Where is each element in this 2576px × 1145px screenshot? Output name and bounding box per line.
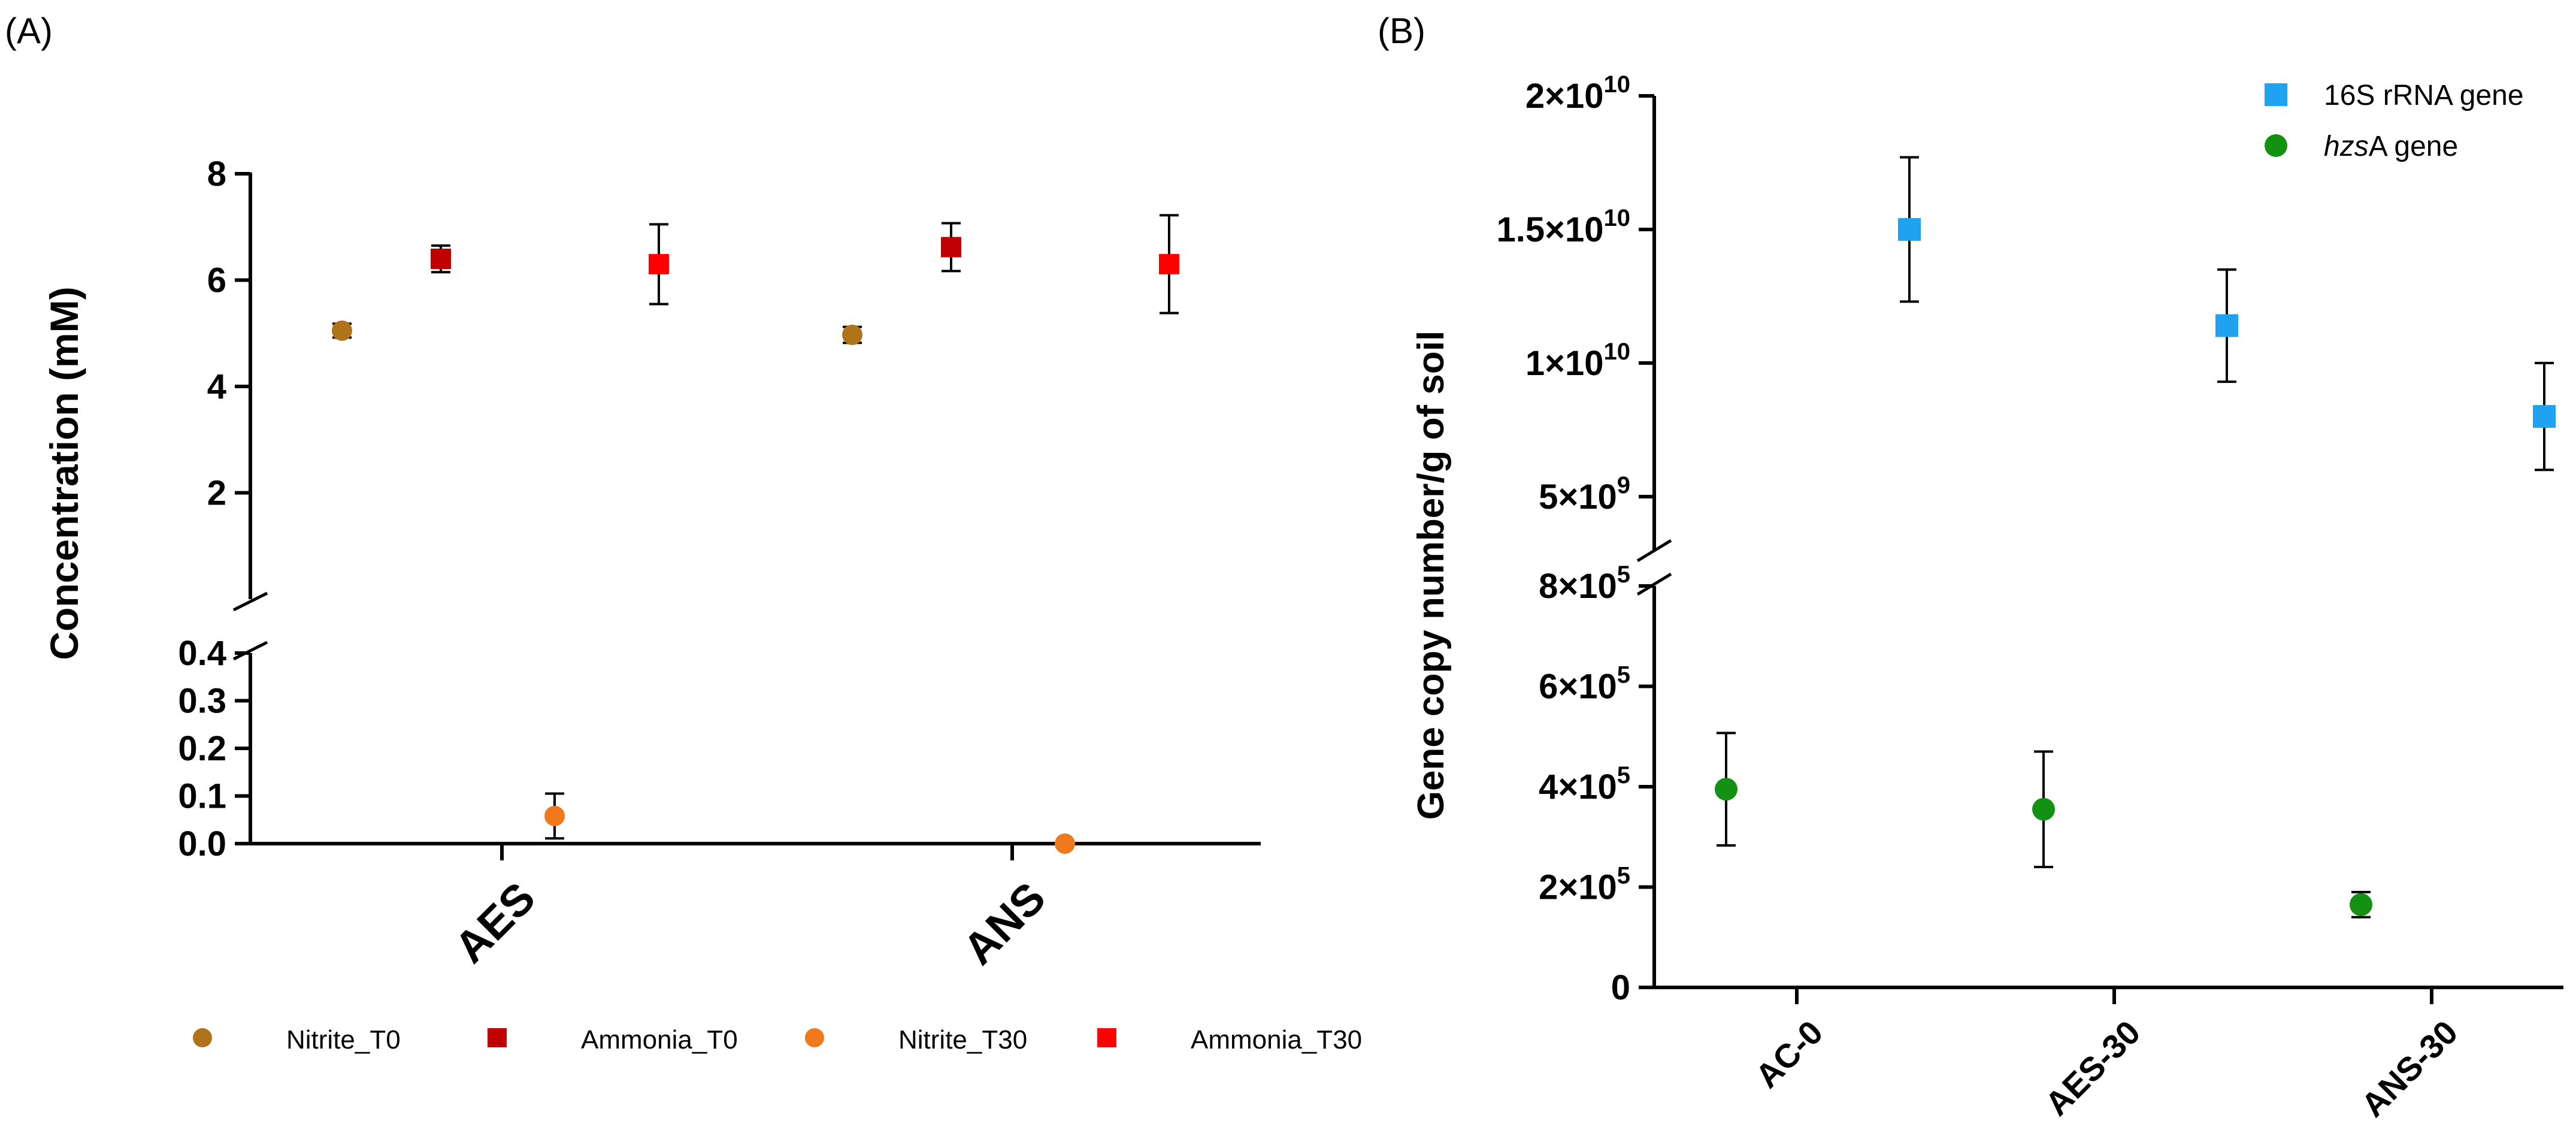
y-tick-exponent: 5 bbox=[1617, 863, 1630, 889]
point-hzsa-gene-ans-30 bbox=[2350, 893, 2372, 916]
legend-label-italic: hzs bbox=[2324, 131, 2369, 162]
panel-b-data-marks bbox=[1715, 156, 2556, 919]
y-tick-label: 4 bbox=[207, 367, 226, 406]
panel-b-axes bbox=[1636, 94, 2563, 1004]
point-nitrite-t0-ans bbox=[842, 324, 862, 345]
y-tick-exponent: 10 bbox=[1604, 339, 1631, 365]
x-tick-label-ac-0: AC-0 bbox=[1748, 1013, 1830, 1095]
legend-marker-nitrite-t0 bbox=[193, 1028, 212, 1047]
panel-a-legend: Nitrite_T0 Ammonia_T0 Nitrite_T30 Ammonia_T… bbox=[193, 1025, 1362, 1055]
axis-break-mark bbox=[232, 591, 268, 612]
y-tick-label: 1×1010 bbox=[1525, 339, 1630, 383]
axis-break-mark bbox=[1636, 539, 1672, 563]
y-tick-label: 6×105 bbox=[1539, 662, 1630, 706]
y-tick-exponent: 10 bbox=[1604, 205, 1631, 231]
y-tick-label: 0.0 bbox=[178, 824, 226, 863]
y-tick-label: 2×105 bbox=[1539, 863, 1630, 907]
legend-label-nitrite-t30: Nitrite_T30 bbox=[898, 1025, 1027, 1055]
panel-a-y-axis-label: Concentration (mM) bbox=[42, 286, 86, 660]
legend-label-rest: A gene bbox=[2369, 131, 2458, 162]
point-ammonia-t30-aes bbox=[649, 253, 669, 274]
y-tick-label: 8 bbox=[207, 155, 226, 194]
y-tick-mantissa: 6×10 bbox=[1539, 667, 1617, 706]
legend-label-hzsa-gene: hzsA gene bbox=[2324, 131, 2458, 162]
y-tick-label: 0.1 bbox=[178, 777, 226, 816]
y-tick-mantissa: 1.5×10 bbox=[1496, 210, 1603, 249]
y-tick-exponent: 5 bbox=[1617, 762, 1630, 788]
legend-label-ammonia-t30: Ammonia_T30 bbox=[1191, 1025, 1362, 1055]
legend-item-ammonia-t0: Ammonia_T0 bbox=[488, 1025, 738, 1055]
y-tick-label: 0.3 bbox=[178, 682, 226, 721]
y-tick-label: 6 bbox=[207, 261, 226, 300]
y-tick-label: 0.4 bbox=[178, 634, 226, 673]
point-hzsa-gene-ac-0 bbox=[1715, 778, 1737, 801]
x-tick-label-aes: AES bbox=[445, 873, 544, 972]
x-tick-label-ans: ANS bbox=[953, 873, 1055, 974]
legend-item-nitrite-t30: Nitrite_T30 bbox=[805, 1025, 1027, 1055]
y-tick-mantissa: 4×10 bbox=[1539, 768, 1617, 806]
y-tick-label: 8×105 bbox=[1539, 561, 1630, 606]
panel-a-data-marks bbox=[332, 214, 1179, 854]
point-hzsa-gene-aes-30 bbox=[2032, 797, 2055, 821]
point-16s-rrna-gene-ans-30 bbox=[2533, 405, 2556, 428]
legend-marker-ammonia-t0 bbox=[488, 1028, 507, 1047]
axis-break-mark bbox=[232, 641, 268, 661]
y-tick-exponent: 10 bbox=[1604, 71, 1631, 98]
point-ammonia-t30-ans bbox=[1159, 253, 1179, 274]
y-tick-label: 2 bbox=[207, 474, 226, 513]
y-tick-exponent: 5 bbox=[1617, 662, 1630, 688]
legend-item-16s-rrna-gene: 16S rRNA gene bbox=[2265, 80, 2524, 111]
legend-item-nitrite-t0: Nitrite_T0 bbox=[193, 1025, 401, 1055]
point-nitrite-t30-ans bbox=[1055, 833, 1075, 854]
point-nitrite-t0-aes bbox=[332, 320, 352, 341]
legend-marker-ammonia-t30 bbox=[1097, 1028, 1116, 1047]
y-tick-label: 5×109 bbox=[1539, 472, 1630, 516]
x-tick-label-aes-30: AES-30 bbox=[2038, 1013, 2147, 1123]
y-tick-label: 2×1010 bbox=[1525, 71, 1630, 116]
legend-marker-nitrite-t30 bbox=[805, 1028, 824, 1047]
point-ammonia-t0-aes bbox=[431, 249, 451, 269]
point-ammonia-t0-ans bbox=[941, 237, 961, 258]
legend-marker-hzsa-gene bbox=[2265, 134, 2287, 157]
panel-b-legend: 16S rRNA gene hzsA gene bbox=[2265, 80, 2524, 162]
y-tick-mantissa: 2×10 bbox=[1539, 868, 1617, 907]
y-tick-exponent: 5 bbox=[1617, 561, 1630, 588]
y-tick-mantissa: 2×10 bbox=[1525, 77, 1604, 116]
y-tick-mantissa: 8×10 bbox=[1539, 567, 1617, 606]
y-tick-label: 0 bbox=[1611, 968, 1630, 1007]
y-tick-label: 1.5×1010 bbox=[1496, 205, 1630, 249]
y-tick-label: 0.2 bbox=[178, 729, 226, 768]
panel-b-chart: (B) Gene copy number/g of soil 5×109 1×10… bbox=[1378, 11, 2563, 1124]
legend-item-hzsa-gene: hzsA gene bbox=[2265, 131, 2458, 162]
y-tick-mantissa: 5×10 bbox=[1539, 478, 1617, 516]
y-tick-label: 4×105 bbox=[1539, 762, 1630, 806]
legend-label-nitrite-t0: Nitrite_T0 bbox=[286, 1025, 401, 1055]
panel-a-label: (A) bbox=[5, 11, 53, 51]
panel-b-y-axis-label: Gene copy number/g of soil bbox=[1410, 331, 1452, 820]
panel-a-chart: (A) Concentration (mM) 2 4 6 8 0.0 0.1 0.2 0.3 0… bbox=[5, 11, 1362, 1055]
point-nitrite-t30-aes bbox=[544, 805, 565, 826]
legend-item-ammonia-t30: Ammonia_T30 bbox=[1097, 1025, 1362, 1055]
legend-marker-16s-rrna-gene bbox=[2265, 83, 2287, 106]
y-tick-mantissa: 1×10 bbox=[1525, 344, 1604, 383]
legend-label-16s-rrna-gene: 16S rRNA gene bbox=[2324, 80, 2524, 111]
panel-b-label: (B) bbox=[1378, 11, 1425, 51]
panel-a-axes bbox=[232, 172, 1261, 860]
point-16s-rrna-gene-aes-30 bbox=[2215, 314, 2238, 337]
panel-a-tick-labels: 2 4 6 8 0.0 0.1 0.2 0.3 0.4 AES ANS bbox=[178, 155, 1055, 974]
x-tick-label-ans-30: ANS-30 bbox=[2354, 1013, 2465, 1124]
legend-label-ammonia-t0: Ammonia_T0 bbox=[581, 1025, 738, 1055]
point-16s-rrna-gene-ac-0 bbox=[1898, 217, 1921, 241]
y-tick-exponent: 9 bbox=[1617, 472, 1630, 499]
